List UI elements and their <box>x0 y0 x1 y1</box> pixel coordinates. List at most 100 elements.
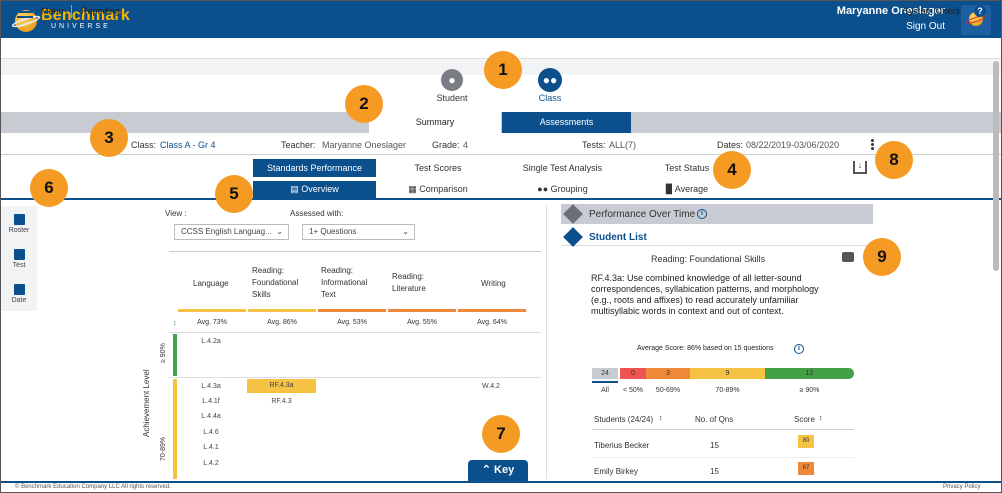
student-qns: 15 <box>710 441 719 450</box>
class-selector[interactable]: Class A - Gr 4 <box>160 140 216 150</box>
avg-bar-language <box>178 309 246 312</box>
tab-summary[interactable]: Summary <box>369 112 501 133</box>
info-icon[interactable]: i <box>794 344 804 354</box>
key-button[interactable]: ⌃ Key <box>468 460 528 481</box>
subtab-overview[interactable]: ▤ Overview <box>253 181 376 198</box>
selected-indicator <box>592 381 618 383</box>
app-switcher-icon[interactable] <box>961 5 991 35</box>
distribution-50-69[interactable]: 3 <box>646 368 690 379</box>
standard-cell-selected[interactable]: RF.4.3a <box>247 379 316 393</box>
side-rail: Roster Test Date <box>1 206 37 311</box>
sort-icon[interactable]: ↕ <box>819 415 823 422</box>
class-label: Class: <box>131 140 157 150</box>
score-badge: 67 <box>798 462 814 475</box>
tab-test-status[interactable]: Test Status <box>664 163 710 173</box>
benchmark-logo[interactable]: Benchmark UNIVERSE <box>10 6 175 32</box>
sidebar-test-label: Test <box>12 262 26 269</box>
breadcrumb-reporting[interactable]: Reporting <box>81 6 121 16</box>
subtab-grouping-label: Grouping <box>550 184 588 194</box>
divider <box>71 5 72 18</box>
student-qns: 15 <box>710 467 719 476</box>
privacy-policy-link[interactable]: Privacy Policy <box>943 484 981 490</box>
sidebar-item-roster[interactable]: Roster <box>1 214 37 234</box>
distribution-70-89[interactable]: 9 <box>690 368 765 379</box>
tab-standards-performance[interactable]: Standards Performance <box>253 159 376 177</box>
standard-cell[interactable]: L.4.2 <box>203 460 219 467</box>
info-icon[interactable]: i <box>697 209 707 219</box>
label-70-89: 70-89% <box>715 387 740 394</box>
standard-cell[interactable]: W.4.2 <box>482 383 500 390</box>
distribution-all[interactable]: 24 <box>592 368 618 379</box>
download-icon[interactable]: ↓ <box>853 161 867 174</box>
help-icon[interactable]: ? <box>974 5 986 17</box>
standard-cell[interactable]: L.4.1 <box>203 444 219 451</box>
footer: © Benchmark Education Company LLC All ri… <box>1 481 1001 492</box>
tab-single-test-analysis[interactable]: Single Test Analysis <box>522 163 603 173</box>
student-name[interactable]: Tiberius Becker <box>594 441 650 450</box>
tab-test-scores[interactable]: Test Scores <box>414 163 462 173</box>
divider <box>592 429 854 430</box>
standard-cell[interactable]: L.4.3a <box>201 383 221 390</box>
clipboard-icon <box>13 249 25 260</box>
callout-badge: 2 <box>345 85 383 123</box>
brand-sub: UNIVERSE <box>51 23 111 30</box>
tab-underline <box>1 198 1001 200</box>
tab-assessments[interactable]: Assessments <box>502 112 631 133</box>
standard-cell[interactable]: L.4.1f <box>202 398 220 405</box>
overview-icon: ▤ <box>290 184 302 194</box>
avg-bar-writing <box>458 309 526 312</box>
subtab-grouping[interactable]: ●● Grouping <box>500 181 625 198</box>
header-score[interactable]: Score <box>794 415 815 424</box>
avg-bar-foundational <box>248 309 316 312</box>
calendar-icon <box>13 284 25 295</box>
standard-cell[interactable]: L.4.4a <box>201 413 221 420</box>
student-toggle-label[interactable]: Student <box>436 93 468 103</box>
more-options-icon[interactable] <box>871 139 875 153</box>
performance-over-time-header[interactable] <box>561 204 873 224</box>
avg-informational: Avg. 53% <box>337 319 367 326</box>
sidebar-item-test[interactable]: Test <box>1 249 37 269</box>
sign-out-link[interactable]: Sign Out <box>906 21 945 32</box>
header-qns[interactable]: No. of Qns <box>695 415 734 424</box>
system-check-link[interactable]: System Check <box>903 6 962 16</box>
student-list-header[interactable] <box>561 228 873 246</box>
class-toggle-label[interactable]: Class <box>538 93 562 103</box>
hamburger-menu-icon[interactable] <box>17 6 33 18</box>
bar-chart-icon: ▉ <box>665 184 675 194</box>
label-below-50: < 50% <box>622 387 644 394</box>
tests-label: Tests: <box>582 140 606 150</box>
sidebar-item-date[interactable]: Date <box>1 284 37 304</box>
dates-value: 08/22/2019-03/06/2020 <box>746 140 840 150</box>
distribution-90-plus[interactable]: 12 <box>765 368 854 379</box>
class-toggle-icon[interactable]: ●● <box>538 68 562 92</box>
distribution-below-50[interactable]: 0 <box>620 368 646 379</box>
subtab-average[interactable]: ▉ Average <box>625 181 749 198</box>
menu-button[interactable]: Menu <box>41 6 64 16</box>
sort-icon[interactable]: ↕ <box>173 320 177 327</box>
callout-badge: 3 <box>90 119 128 157</box>
brand-name: Benchmark <box>41 7 130 24</box>
column-header-foundational: Reading: Foundational Skills <box>252 266 299 299</box>
assessed-dropdown[interactable]: 1+ Questions ⌄ <box>302 224 415 240</box>
student-name[interactable]: Emily Birkey <box>594 467 639 476</box>
standard-cell[interactable]: RF.4.3 <box>271 398 292 405</box>
callout-badge: 1 <box>484 51 522 89</box>
sidebar-date-label: Date <box>11 297 27 304</box>
panel-divider <box>546 206 547 479</box>
scrollbar[interactable] <box>993 61 999 271</box>
print-icon[interactable] <box>842 252 854 262</box>
callout-badge: 8 <box>875 141 913 179</box>
assessed-dropdown-value: 1+ Questions <box>309 227 357 236</box>
standard-cell[interactable]: L.4.6 <box>203 429 219 436</box>
sort-icon[interactable]: ↕ <box>659 415 663 422</box>
student-toggle-icon[interactable]: ● <box>441 69 463 91</box>
avg-literature: Avg. 55% <box>407 319 437 326</box>
sidebar-roster-label: Roster <box>8 227 30 234</box>
callout-badge: 7 <box>482 415 520 453</box>
subtab-comparison[interactable]: ▦ Comparison <box>376 181 500 198</box>
standard-cell[interactable]: L.4.2a <box>201 338 221 345</box>
header-students[interactable]: Students (24/24) <box>594 415 654 424</box>
view-dropdown[interactable]: CCSS English Languag... ⌄ <box>174 224 289 240</box>
avg-language: Avg. 73% <box>197 319 227 326</box>
column-header-informational: Reading: Informational Text <box>321 266 368 299</box>
